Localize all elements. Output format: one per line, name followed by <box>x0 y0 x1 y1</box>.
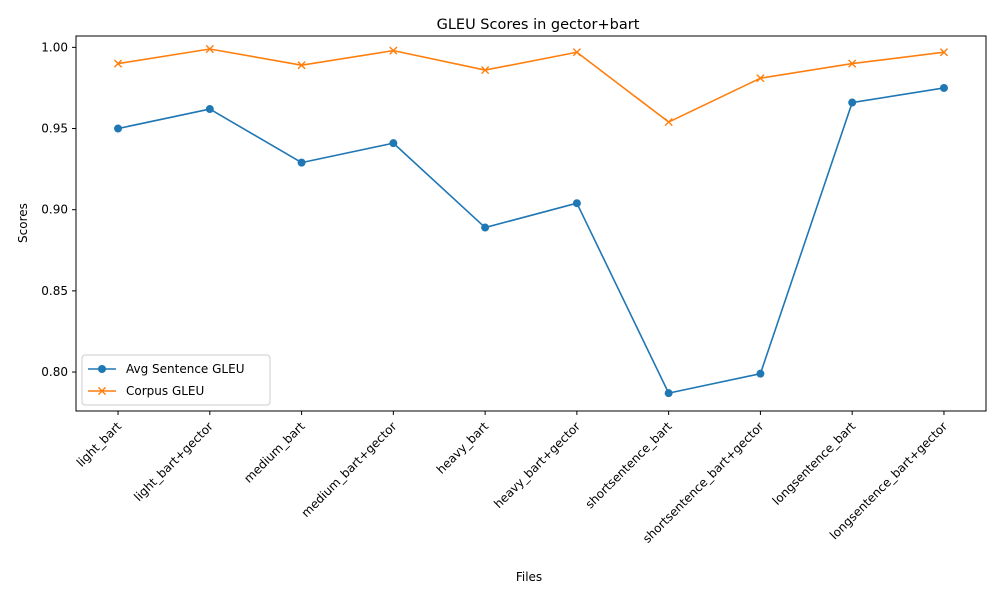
data-point <box>848 98 857 107</box>
data-point <box>939 48 949 57</box>
data-point <box>114 124 123 133</box>
data-point <box>572 48 581 57</box>
data-point <box>756 369 765 378</box>
legend-marker <box>97 386 107 396</box>
series-layer <box>113 44 949 398</box>
legend-label: Corpus GLEU <box>126 384 204 398</box>
series-line-0 <box>117 87 945 394</box>
y-axis-title: Scores <box>16 203 30 243</box>
data-point <box>481 65 490 75</box>
y-tick-label: 0.95 <box>41 122 68 136</box>
data-point <box>939 83 948 92</box>
data-point <box>756 74 765 83</box>
y-tick-label: 0.85 <box>41 284 68 298</box>
legend-marker <box>98 365 106 373</box>
data-point <box>389 46 398 55</box>
y-tick-label: 1.00 <box>41 40 68 54</box>
legend-label: Avg Sentence GLEU <box>126 362 244 376</box>
plot-area <box>75 35 987 412</box>
y-tick-label: 0.80 <box>41 365 68 379</box>
data-point <box>664 117 673 127</box>
data-point <box>297 61 306 70</box>
data-point <box>664 389 673 398</box>
data-point <box>481 223 490 232</box>
data-point <box>113 59 123 68</box>
y-axis: 0.80 0.85 0.90 0.95 1.00 <box>41 40 76 379</box>
legend-box <box>81 354 271 406</box>
data-point <box>848 59 857 68</box>
x-axis-title: Files <box>516 570 542 584</box>
data-point <box>389 139 398 148</box>
chart-title: GLEU Scores in gector+bart <box>437 17 640 33</box>
data-point <box>205 105 214 114</box>
legend: Avg Sentence GLEU Corpus GLEU <box>81 354 271 406</box>
series-line-1 <box>117 48 945 123</box>
data-point <box>205 44 214 54</box>
y-tick-label: 0.90 <box>41 203 68 217</box>
data-point <box>297 158 306 167</box>
data-point <box>572 199 581 208</box>
